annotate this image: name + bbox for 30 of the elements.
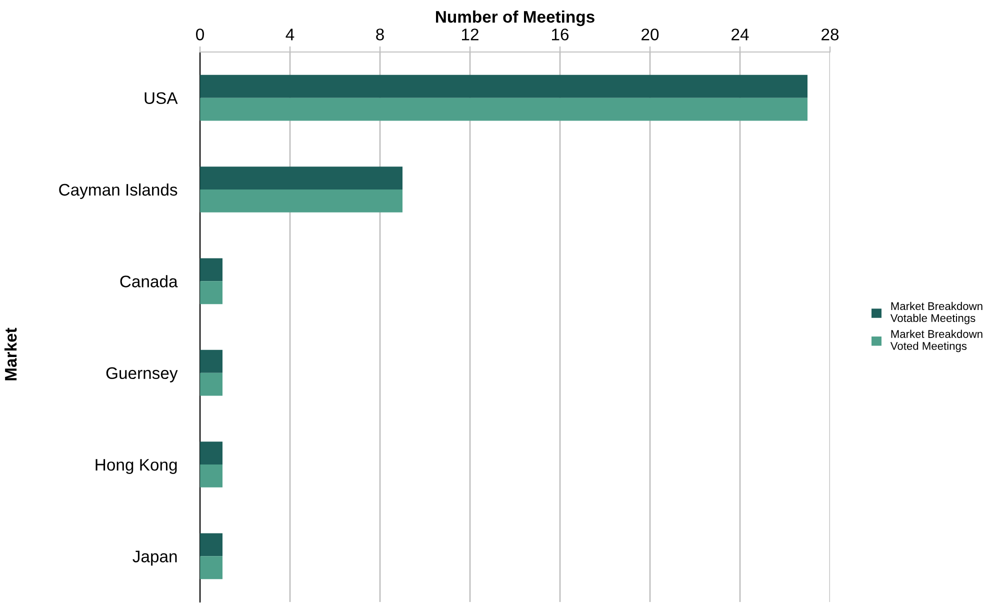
y-tick-label: Canada xyxy=(120,275,178,288)
y-tick-label: Hong Kong xyxy=(96,459,177,474)
bar xyxy=(200,442,222,464)
bar xyxy=(200,190,402,212)
y-tick-label: USA xyxy=(144,92,178,104)
bar xyxy=(200,74,808,98)
bar xyxy=(200,166,402,190)
x-tick-label: 20 xyxy=(642,28,659,40)
x-tick-label: 4 xyxy=(286,28,294,40)
y-tick-label: Japan xyxy=(132,550,177,566)
y-tick-label: Cayman Islands xyxy=(59,183,178,199)
bar xyxy=(200,464,222,488)
bar xyxy=(200,372,222,396)
bar xyxy=(200,533,222,556)
x-tick-label: 28 xyxy=(822,28,839,40)
legend-label: Market Breakdown Voted Meetings xyxy=(890,330,982,352)
bar xyxy=(200,556,222,580)
x-tick-label: 12 xyxy=(462,28,478,40)
x-tick-label: 24 xyxy=(732,28,749,40)
bar xyxy=(200,98,808,121)
legend-label: Market Breakdown Votable Meetings xyxy=(890,302,982,324)
y-axis-title: Market xyxy=(4,328,17,380)
x-tick-label: 0 xyxy=(196,28,204,40)
bar xyxy=(200,281,222,304)
x-axis-title: Number of Meetings xyxy=(436,10,594,26)
y-tick-label: Guernsey xyxy=(106,367,178,382)
bar xyxy=(200,258,222,282)
x-tick-label: 8 xyxy=(376,28,384,40)
bar xyxy=(200,350,222,373)
x-tick-label: 16 xyxy=(552,28,569,40)
